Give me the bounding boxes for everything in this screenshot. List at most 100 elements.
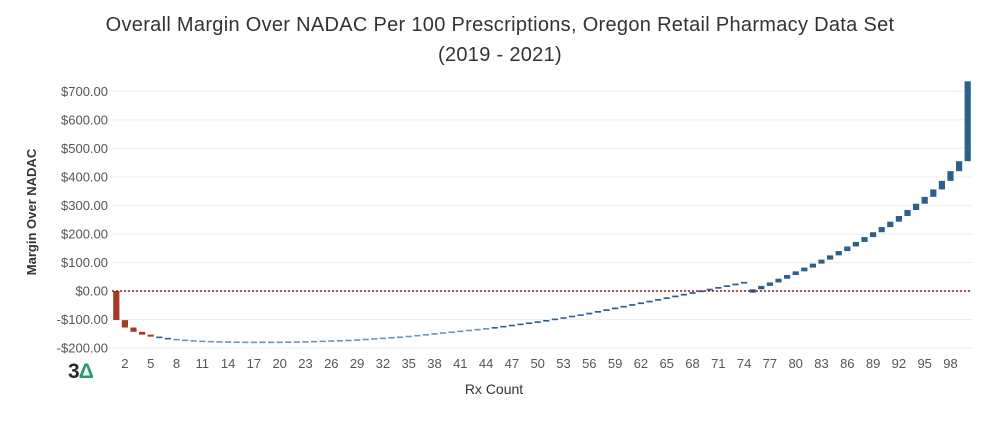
bar [827,255,834,260]
x-tick-label: 20 [272,356,286,371]
x-tick-label: 35 [401,356,415,371]
bar [508,324,515,327]
bar [620,305,627,308]
bar [835,251,842,256]
bar [551,318,558,321]
bar [250,341,257,344]
bar [440,332,447,334]
bar [663,297,670,299]
bar [792,271,799,276]
x-tick-label: 17 [247,356,261,371]
y-tick-label: $0.00 [75,284,108,299]
bar [379,337,386,340]
bar [818,259,825,264]
x-tick-label: 71 [711,356,725,371]
bar [328,340,335,342]
x-tick-label: 38 [427,356,441,371]
bar [268,341,275,344]
bar [577,314,584,316]
bar [706,288,713,291]
x-tick-label: 41 [453,356,467,371]
x-tick-label: 47 [505,356,519,371]
bar [156,336,163,339]
bar [646,300,653,303]
bar [637,302,644,305]
bar [448,331,455,334]
bar [629,304,636,306]
x-tick-label: 95 [917,356,931,371]
bar [345,339,352,342]
bar [130,327,137,332]
x-tick-label: 62 [634,356,648,371]
bar [715,287,722,289]
chart-title-line1: Overall Margin Over NADAC Per 100 Prescr… [105,14,895,36]
bar [173,338,180,341]
bar [199,340,206,343]
x-tick-label: 92 [892,356,906,371]
bar [311,340,318,343]
bar [603,309,610,311]
bar [465,329,472,332]
bar [293,341,300,343]
bar [947,171,954,181]
y-tick-label: -$100.00 [57,312,108,327]
bar [491,327,498,329]
bar [474,328,481,331]
bar [207,340,214,343]
x-tick-label: 56 [582,356,596,371]
bar [319,340,326,343]
bar [371,338,378,340]
bar [569,315,576,318]
bar [680,293,687,296]
y-tick-label: $700.00 [61,84,108,99]
x-tick-label: 98 [943,356,957,371]
bar [182,339,189,342]
x-tick-label: 29 [350,356,364,371]
bar [362,338,369,341]
x-tick-label: 68 [685,356,699,371]
bar [870,232,877,238]
bar [913,203,920,210]
bar [921,196,928,204]
bar [586,312,593,315]
x-tick-label: 44 [479,356,493,371]
bar [801,267,808,272]
x-tick-label: 65 [659,356,673,371]
bar [878,227,885,233]
bar [766,282,773,286]
x-tick-label: 8 [173,356,180,371]
x-tick-label: 2 [121,356,128,371]
x-axis-label: Rx Count [465,381,523,397]
bar [904,209,911,216]
chart-title-line2: (2019 - 2021) [438,44,562,66]
x-tick-label: 59 [608,356,622,371]
bar [302,341,309,343]
bar [723,285,730,288]
bar [852,241,859,247]
bar [483,328,490,330]
x-tick-label: 77 [763,356,777,371]
bar [414,334,421,337]
bar [216,341,223,343]
y-tick-label: $200.00 [61,226,108,241]
x-tick-label: 26 [324,356,338,371]
bar [259,341,266,344]
bar [526,322,533,325]
y-axis-label: Margin Over NADAC [24,148,39,275]
x-tick-label: 83 [814,356,828,371]
bar [190,340,197,342]
bar [225,341,232,343]
bar [938,180,945,190]
x-tick-label: 80 [788,356,802,371]
bar [147,334,154,337]
y-tick-label: -$200.00 [57,341,108,356]
bar [741,281,748,284]
bar [276,341,283,344]
bar [285,341,292,344]
bar [672,295,679,298]
bar [784,275,791,279]
bar [775,278,782,283]
bar [500,325,507,328]
y-tick-label: $100.00 [61,255,108,270]
